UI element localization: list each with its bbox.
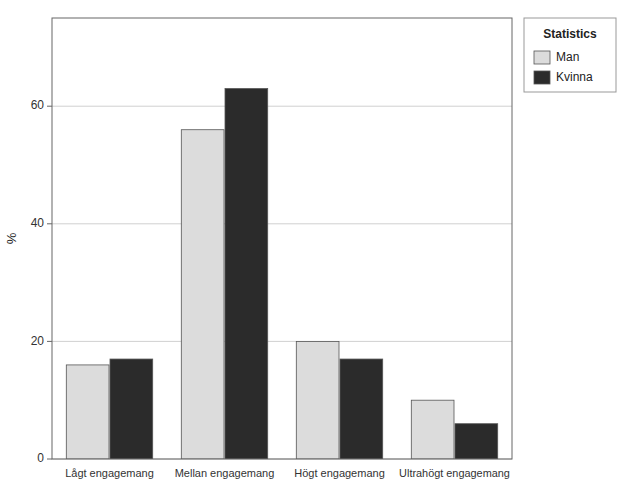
y-axis: 0 20 40 60 [31, 98, 52, 465]
legend: Statistics Man Kvinna [524, 18, 616, 92]
x-tick-label: Mellan engagemang [175, 467, 275, 479]
bar [181, 130, 224, 459]
legend-box [524, 18, 616, 92]
y-tick [47, 106, 52, 107]
y-tick [47, 223, 52, 224]
legend-swatch [534, 51, 550, 64]
y-tick-label: 0 [37, 451, 44, 465]
chart-container: 0 20 40 60% Lågt engagemang Mellan engagemang… [0, 0, 626, 501]
series [110, 89, 498, 459]
y-tick [47, 341, 52, 342]
bar [110, 359, 153, 459]
x-tick-label: Högt engagemang [294, 467, 385, 479]
bar [455, 424, 498, 459]
grid-line [52, 106, 512, 107]
plot-frame [52, 18, 512, 459]
x-axis: Lågt engagemang Mellan engagemang Högt eng… [65, 467, 510, 479]
grid [52, 106, 512, 459]
bar [340, 359, 383, 459]
x-tick-label: Lågt engagemang [65, 467, 154, 479]
legend-label: Kvinna [556, 70, 593, 84]
bar [66, 365, 109, 459]
y-tick-label: 20 [31, 334, 45, 348]
y-tick-label: 40 [31, 216, 45, 230]
legend-title: Statistics [543, 27, 597, 41]
bars [66, 89, 497, 459]
y-tick-label: 60 [31, 98, 45, 112]
bar [411, 400, 454, 459]
bar [225, 89, 268, 459]
y-tick [47, 459, 52, 460]
grid-line [52, 341, 512, 342]
x-tick-label: Ultrahögt engagemang [399, 467, 510, 479]
bar [296, 341, 339, 459]
y-axis-label: % [4, 232, 19, 244]
grid-line [52, 223, 512, 224]
legend-swatch [534, 71, 550, 84]
chart-svg: 0 20 40 60% Lågt engagemang Mellan engagemang… [0, 0, 626, 501]
legend-label: Man [556, 50, 579, 64]
